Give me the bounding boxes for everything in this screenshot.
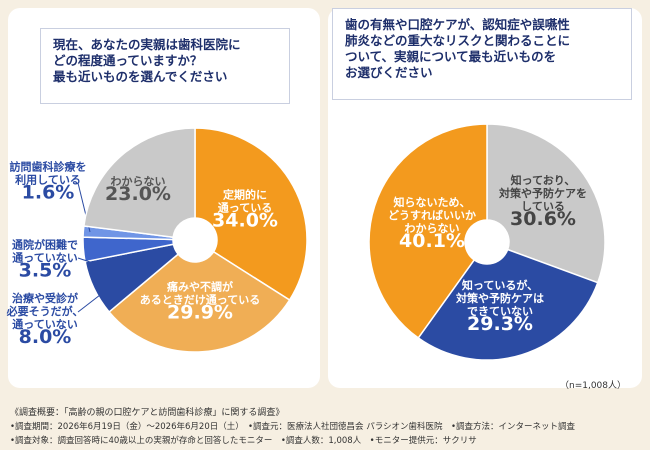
- category-label: 知らないため、 どうすればいいか わからない: [388, 196, 476, 235]
- slice-label: 知っており、 対策や予防ケアを している 30.6%: [499, 174, 587, 230]
- value-label: 34.0%: [212, 209, 278, 232]
- category-label: 定期的に 通っている: [217, 188, 273, 215]
- slice-label: 知っているが、 対策や予防ケアは できていない 29.3%: [456, 279, 544, 335]
- category-label: 知っているが、 対策や予防ケアは できていない: [456, 279, 544, 318]
- title-line: どの程度通っていますか？: [53, 53, 203, 68]
- title-line: お選びください: [345, 65, 433, 80]
- title-line: 肺炎などの重大なリスクと関わることに: [345, 33, 571, 48]
- category-label: 訪問歯科診療を 利用している: [9, 160, 87, 187]
- leader-line: [77, 294, 101, 313]
- slice-label: 通院が困難で 通っていない 3.5%: [12, 238, 78, 282]
- category-label: わからない: [110, 175, 166, 188]
- title-line: 歯の有無や口腔ケアが、認知症や誤嚥性: [345, 17, 570, 32]
- category-label: 通院が困難で 通っていない: [12, 238, 78, 265]
- pie-slice: [486, 123, 606, 284]
- slice-label: 痛みや不調が あるときだけ通っている 29.9%: [139, 280, 261, 324]
- pie-slice: [108, 250, 291, 353]
- slice-label: 定期的に 通っている 34.0%: [212, 188, 278, 232]
- value-label: 40.1%: [399, 230, 465, 252]
- leader-line: [77, 257, 91, 263]
- value-label: 8.0%: [18, 326, 72, 348]
- slice-label: 治療や受診が 必要そうだが、 通っていない 8.0%: [6, 292, 84, 348]
- title-box: 歯の有無や口腔ケアが、認知症や誤嚥性 肺炎などの重大なリスクと関わることに ついて、…: [332, 8, 632, 100]
- pie-slice: [417, 248, 599, 361]
- pie-slice: [83, 127, 196, 239]
- slice-label: 訪問歯科診療を 利用している 1.6%: [9, 160, 87, 204]
- category-label: 知っており、 対策や予防ケアを している: [499, 174, 587, 213]
- value-label: 3.5%: [18, 259, 72, 282]
- note: •調査期間：2026年6月19日（金）〜2026年6月20日（土） •調査元：医…: [10, 422, 576, 432]
- slice-label: 知らないため、 どうすればいいか わからない 40.1%: [388, 196, 476, 252]
- category-label: 治療や受診が 必要そうだが、 通っていない: [6, 292, 84, 331]
- title-box: 現在、あなたの実親は歯科医院に どの程度通っていますか？ 最も近いものを選んでくださ…: [40, 28, 290, 104]
- value-label: 29.9%: [167, 301, 233, 324]
- value-label: 1.6%: [21, 181, 75, 204]
- sample-size: （n=1,008人）: [560, 381, 627, 391]
- note: 《調査概要：「高齢の親の口腔ケアと訪問歯科診療」に関する調査》: [10, 408, 285, 418]
- slice-label: わからない 23.0%: [105, 175, 171, 205]
- pie-slice: [368, 123, 488, 339]
- category-label: 痛みや不調が あるときだけ通っている: [139, 280, 261, 307]
- value-label: 30.6%: [510, 208, 576, 230]
- value-label: 23.0%: [105, 183, 171, 205]
- title-line: 最も近いものを選んでください: [53, 69, 228, 84]
- title-line: ついて、実親について最も近いものを: [345, 49, 557, 64]
- title-line: 現在、あなたの実親は歯科医院に: [53, 37, 241, 52]
- value-label: 29.3%: [467, 313, 533, 335]
- note: •調査対象：調査回答時に40歳以上の実親が存命と回答したモニター •調査人数：1…: [10, 436, 477, 446]
